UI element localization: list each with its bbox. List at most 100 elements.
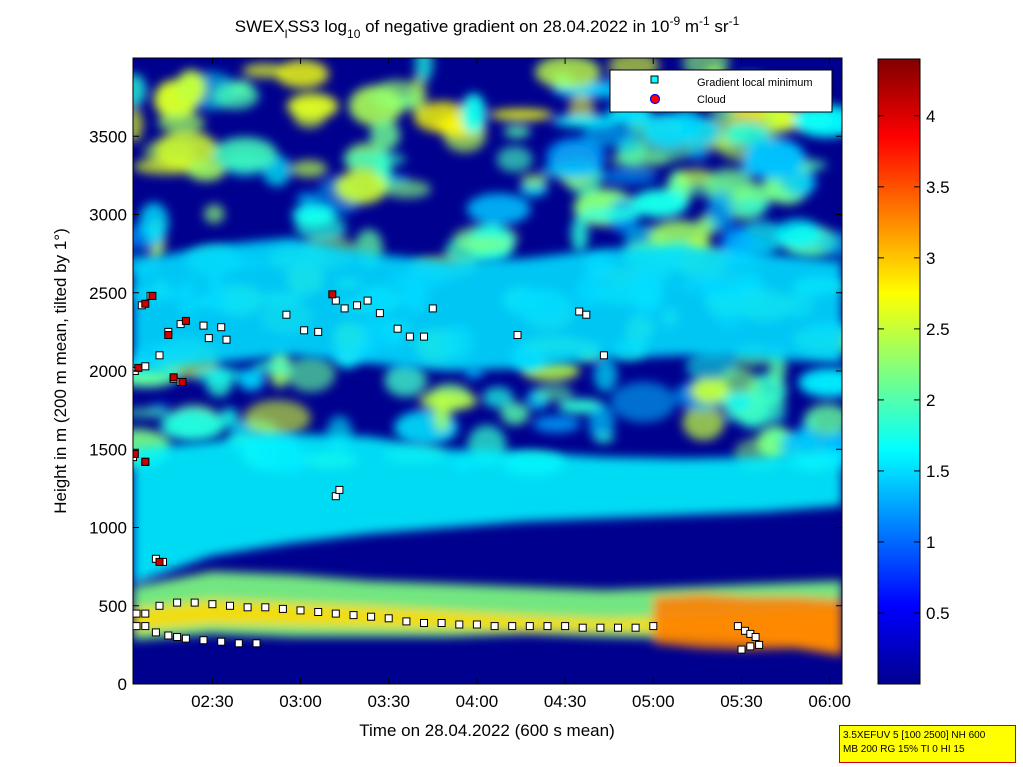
cloud-marker [133, 449, 139, 458]
heatmap-patch [157, 112, 205, 133]
heatmap-patch [212, 82, 259, 110]
cloud-marker [164, 331, 173, 339]
gradient-minimum-marker [181, 634, 190, 643]
gradient-minimum-marker [314, 608, 323, 616]
gradient-minimum-marker [173, 633, 182, 641]
info-line-1: 3.5XEFUV 5 [100 2500] NH 600 [843, 730, 986, 741]
gradient-minimum-marker [217, 323, 226, 332]
gradient-minimum-marker [226, 601, 234, 610]
heatmap-patch [780, 171, 817, 196]
gradient-minimum-marker [402, 617, 411, 626]
colorbar-tick-label: 4 [926, 107, 935, 126]
gradient-minimum-marker [393, 324, 402, 333]
heatmap-patch [133, 158, 201, 175]
y-tick-label: 2000 [89, 362, 127, 381]
heatmap-patch [503, 125, 531, 138]
x-axis: 02:30 03:00 03:30 04:00 04:30 05:00 05:30 06:00 [191, 58, 851, 711]
cloud-marker [155, 557, 164, 566]
colorbar-ticks: 0.5 1 1.5 2 2.5 3 3.5 4 [878, 107, 950, 623]
y-axis-label: Height in m (200 m mean, tilted by 1°) [51, 228, 70, 514]
colorbar-tick-label: 3.5 [926, 178, 950, 197]
y-tick-label: 3000 [89, 206, 127, 225]
heatmap-patch [133, 107, 144, 143]
gradient-minimum-marker [363, 296, 372, 305]
heatmap-patch [610, 151, 671, 168]
gradient-minimum-marker [746, 642, 755, 651]
gradient-minimum-marker [751, 633, 760, 641]
heatmap-patch [139, 202, 169, 243]
gradient-minimum-marker [384, 614, 393, 623]
heatmap-patch [722, 391, 754, 413]
colorbar-tick-label: 3 [926, 249, 935, 268]
cloud-marker [141, 299, 150, 308]
heatmap-patch [384, 364, 429, 398]
heatmap-patch [534, 58, 601, 89]
heatmap-patch [707, 190, 735, 231]
gradient-minimum-marker [508, 622, 517, 631]
heatmap-area [133, 58, 842, 684]
colorbar-tick-label: 0.5 [926, 604, 950, 623]
cloud-marker [328, 290, 337, 299]
heatmap-patch [461, 93, 486, 134]
heatmap-patch [212, 137, 277, 172]
heatmap-patch [804, 404, 842, 435]
heatmap-patch [242, 63, 288, 79]
heatmap-patch [457, 238, 514, 251]
gradient-minimum-marker [631, 623, 640, 632]
heatmap-patch [774, 219, 822, 248]
y-tick-label: 1500 [89, 440, 127, 459]
gradient-minimum-marker [199, 636, 208, 645]
heatmap-patch [690, 377, 730, 404]
heatmap-patch [334, 170, 388, 205]
x-tick-label: 05:00 [632, 692, 675, 711]
gradient-minimum-marker [199, 321, 208, 330]
gradient-minimum-marker [314, 327, 323, 336]
y-tick-label: 3500 [89, 127, 127, 146]
gradient-minimum-marker [222, 335, 231, 344]
heatmap-patch [552, 114, 619, 128]
chart-title: SWEXlSS3 log10 of negative gradient on 2… [235, 14, 740, 41]
gradient-minimum-marker [204, 334, 213, 343]
gradient-minimum-marker [353, 301, 361, 310]
gradient-minimum-marker [252, 639, 261, 648]
heatmap-patch [818, 231, 842, 258]
heatmap-patch [187, 160, 226, 181]
y-axis: 0 500 1000 1500 2000 2500 3000 3500 [89, 127, 842, 694]
heatmap-patch [275, 59, 329, 89]
legend-marker-cloud [649, 93, 661, 105]
gradient-minimum-marker [234, 639, 243, 648]
gradient-minimum-marker [190, 598, 199, 607]
x-tick-label: 05:30 [720, 692, 763, 711]
gradient-minimum-marker [335, 485, 344, 494]
colorbar-tick-label: 1 [926, 533, 935, 552]
cloud-marker [169, 373, 178, 382]
gradient-minimum-marker [582, 310, 591, 319]
heatmap-patch [290, 160, 328, 178]
heatmap-patch [370, 80, 424, 112]
heatmap-patch [382, 179, 432, 199]
x-tick-label: 03:30 [367, 692, 410, 711]
colorbar-tick-label: 2 [926, 391, 935, 410]
heatmap-patch [724, 121, 770, 147]
heatmap-patch [682, 404, 725, 441]
gradient-minimum-marker [300, 326, 309, 335]
gradient-minimum-marker [428, 304, 437, 313]
gradient-minimum-marker [173, 598, 182, 607]
gradient-minimum-marker [208, 600, 217, 609]
y-tick-label: 2500 [89, 284, 127, 303]
heatmap-patch [133, 407, 170, 418]
markers [133, 290, 764, 654]
heatmap-patch [295, 214, 347, 241]
gradient-minimum-marker [375, 309, 384, 318]
heatmap-patch [160, 410, 226, 442]
heatmap-patch [535, 385, 574, 402]
info-line-2: MB 200 RG 15% TI 0 HI 15 [843, 744, 965, 755]
gradient-minimum-marker [599, 351, 608, 360]
heatmap-patch [571, 215, 589, 253]
legend-label-cloud: Cloud [697, 94, 726, 106]
colorbar-tick-label: 1.5 [926, 462, 950, 481]
heatmap-patch [238, 368, 265, 391]
gradient-minimum-marker [296, 606, 305, 615]
heatmap-patch [610, 381, 676, 423]
gradient-minimum-marker [217, 637, 226, 646]
